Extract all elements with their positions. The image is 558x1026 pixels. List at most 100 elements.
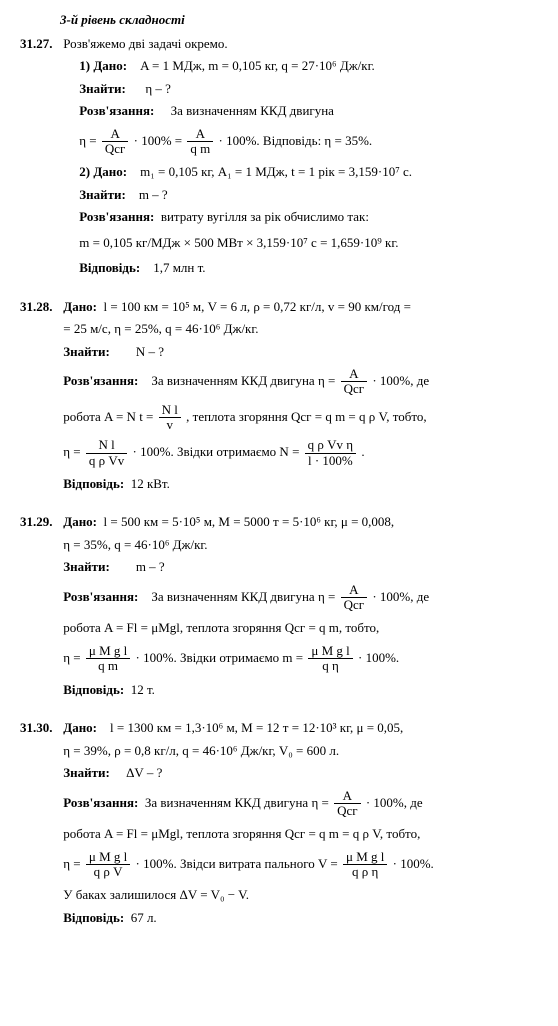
solution-row: Розв'язання: За визначенням ККД двигуна [79, 101, 537, 121]
answer-label: Відповідь: [63, 682, 124, 697]
eq-text: η = [63, 855, 84, 870]
eq-text: η = [63, 650, 84, 665]
problem-body: Розв'яжемо дві задачі окремо. 1) Дано: A… [63, 34, 537, 281]
denominator: q m [86, 659, 130, 673]
eq-text: η = [79, 132, 100, 147]
given-label: 1) Дано: [79, 58, 127, 73]
formula-row: η = A Qсг · 100% = A q m · 100%. Відпові… [79, 127, 537, 157]
fraction: A q m [187, 127, 213, 157]
find-text: N – ? [136, 344, 164, 359]
problem-31-30: 31.30. Дано: l = 1300 км = 1,3·10⁶ м, M … [20, 718, 538, 930]
numerator: A [341, 367, 368, 382]
problem-31-27: 31.27. Розв'яжемо дві задачі окремо. 1) … [20, 34, 538, 281]
numerator: N l [86, 438, 127, 453]
denominator: q ρ V [86, 865, 130, 879]
solution-row: Розв'язання: витрату вугілля за рік обчи… [79, 207, 537, 227]
given-label: Дано: [63, 514, 97, 529]
problem-number: 31.27. [20, 34, 60, 54]
find-label: Знайти: [79, 81, 126, 96]
given-text: m₁ = 0,105 кг, A₁ = 1 МДж, t = 1 рік = 3… [140, 164, 412, 179]
find-row: Знайти: N – ? [63, 342, 537, 362]
eq-text: · 100%. Звідки отримаємо N = [133, 444, 303, 459]
eq-text: · 100%. Відповідь: η = 35%. [219, 132, 373, 147]
given-cont: η = 35%, q = 46·10⁶ Дж/кг. [63, 535, 537, 555]
solution-label: Розв'язання: [79, 103, 154, 118]
answer-label: Відповідь: [63, 476, 124, 491]
eq-text: · 100%. Звідки отримаємо m = [136, 650, 307, 665]
solution-row: Розв'язання: За визначенням ККД двигуна … [63, 789, 537, 819]
given-text: l = 100 км = 10⁵ м, V = 6 л, ρ = 0,72 кг… [104, 299, 411, 314]
denominator: Qсг [341, 598, 368, 612]
problem-31-28: 31.28. Дано: l = 100 км = 10⁵ м, V = 6 л… [20, 297, 538, 497]
fraction: μ M g l q η [308, 644, 352, 674]
solution-label: Розв'язання: [63, 589, 138, 604]
eq-text: · 100% = [134, 132, 186, 147]
given-text: l = 1300 км = 1,3·10⁶ м, M = 12 т = 12·1… [110, 720, 403, 735]
solution-text: За визначенням ККД двигуна η = [151, 589, 338, 604]
formula-row: η = N l q ρ Vv · 100%. Звідки отримаємо … [63, 438, 537, 468]
problem-number: 31.30. [20, 718, 60, 738]
solution-text: За визначенням ККД двигуна η = [151, 373, 338, 388]
formula-row: m = 0,105 кг/МДж × 500 МВт × 3,159·10⁷ с… [79, 233, 537, 253]
denominator: Qсг [341, 382, 368, 396]
answer-row: Відповідь: 12 т. [63, 680, 537, 700]
answer-label: Відповідь: [79, 260, 140, 275]
eq-text: робота A = N t = [63, 408, 156, 423]
solution-text: За визначенням ККД двигуна η = [145, 794, 332, 809]
find-label: Знайти: [79, 187, 126, 202]
find-text: m – ? [139, 187, 168, 202]
numerator: A [334, 789, 361, 804]
intro-text: Розв'яжемо дві задачі окремо. [63, 34, 537, 54]
eq-text: . [361, 444, 364, 459]
fraction: q ρ Vv η l · 100% [305, 438, 356, 468]
given-row: Дано: l = 100 км = 10⁵ м, V = 6 л, ρ = 0… [63, 297, 537, 317]
formula-row: η = μ M g l q m · 100%. Звідки отримаємо… [63, 644, 537, 674]
given-row: Дано: l = 1300 км = 1,3·10⁶ м, M = 12 т … [63, 718, 537, 738]
formula-row: робота A = Fl = μMgl, теплота згоряння Q… [63, 618, 537, 638]
find-row: Знайти: m – ? [63, 557, 537, 577]
eq-text: · 100%. [393, 855, 434, 870]
denominator: q m [187, 142, 213, 156]
denominator: l · 100% [305, 454, 356, 468]
numerator: A [187, 127, 213, 142]
given-row: 1) Дано: A = 1 МДж, m = 0,105 кг, q = 27… [79, 56, 537, 76]
given-row: Дано: l = 500 км = 5·10⁵ м, M = 5000 т =… [63, 512, 537, 532]
solution-text: За визначенням ККД двигуна [171, 103, 334, 118]
eq-text: · 100%. Звідси витрата пального V = [136, 855, 341, 870]
numerator: N l [159, 403, 181, 418]
denominator: q ρ Vv [86, 454, 127, 468]
fraction: A Qсг [341, 367, 368, 397]
find-label: Знайти: [63, 765, 110, 780]
eq-text: , теплота згоряння Qсг = q m = q ρ V, то… [186, 408, 426, 423]
fraction: μ M g l q ρ V [86, 850, 130, 880]
find-row: Знайти: m – ? [79, 185, 537, 205]
problem-number: 31.29. [20, 512, 60, 532]
find-text: m – ? [136, 559, 165, 574]
answer-text: 1,7 млн т. [153, 260, 205, 275]
eq-text: m = 0,105 кг/МДж × 500 МВт × 3,159·10⁷ с… [79, 235, 398, 250]
find-row: Знайти: ΔV – ? [63, 763, 537, 783]
given-row: 2) Дано: m₁ = 0,105 кг, A₁ = 1 МДж, t = … [79, 162, 537, 182]
problem-number: 31.28. [20, 297, 60, 317]
given-text: A = 1 МДж, m = 0,105 кг, q = 27·10⁶ Дж/к… [140, 58, 375, 73]
solution-text: витрату вугілля за рік обчислимо так: [161, 209, 369, 224]
fraction: μ M g l q ρ η [343, 850, 387, 880]
problem-body: Дано: l = 100 км = 10⁵ м, V = 6 л, ρ = 0… [63, 297, 537, 497]
numerator: q ρ Vv η [305, 438, 356, 453]
numerator: μ M g l [308, 644, 352, 659]
formula-row: У баках залишилося ΔV = V₀ − V. [63, 885, 537, 905]
fraction: A Qсг [334, 789, 361, 819]
solution-label: Розв'язання: [63, 794, 138, 809]
numerator: A [102, 127, 129, 142]
problem-body: Дано: l = 1300 км = 1,3·10⁶ м, M = 12 т … [63, 718, 537, 930]
denominator: v [159, 418, 181, 432]
numerator: μ M g l [343, 850, 387, 865]
fraction: μ M g l q m [86, 644, 130, 674]
level-title: 3-й рівень складності [60, 10, 538, 30]
numerator: μ M g l [86, 850, 130, 865]
find-text: η – ? [145, 81, 171, 96]
numerator: μ M g l [86, 644, 130, 659]
numerator: A [341, 583, 368, 598]
answer-row: Відповідь: 67 л. [63, 908, 537, 928]
denominator: q η [308, 659, 352, 673]
